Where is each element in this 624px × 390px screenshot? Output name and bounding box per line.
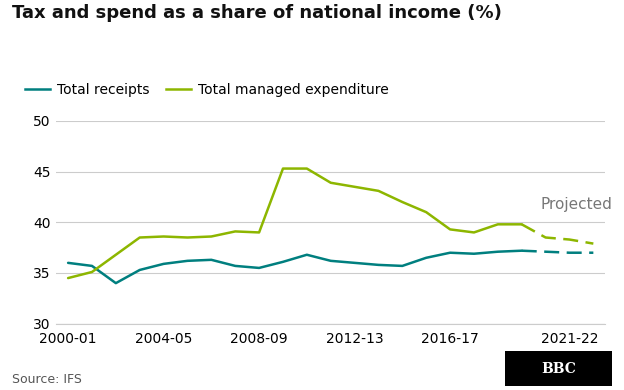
Text: Source: IFS: Source: IFS [12, 373, 82, 386]
Text: Projected: Projected [541, 197, 613, 211]
Text: Tax and spend as a share of national income (%): Tax and spend as a share of national inc… [12, 4, 502, 22]
Legend: Total receipts, Total managed expenditure: Total receipts, Total managed expenditur… [19, 77, 394, 102]
Text: BBC: BBC [541, 362, 576, 376]
